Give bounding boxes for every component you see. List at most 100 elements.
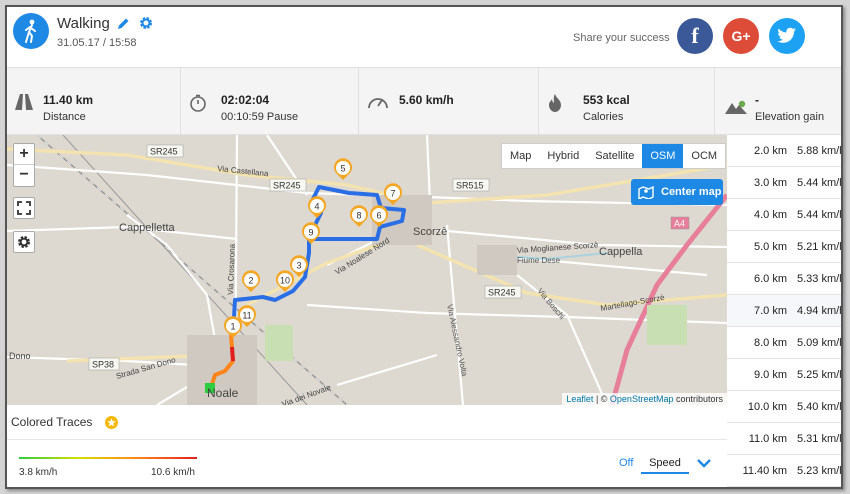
split-distance: 10.0 km — [747, 401, 787, 413]
place-label: Dono — [9, 351, 31, 361]
route-marker[interactable]: 8 — [350, 205, 369, 227]
stat-value: 02:02:04 — [221, 93, 270, 107]
route-marker[interactable]: 9 — [302, 222, 320, 244]
split-row: 11.40 km 5.23 km/h — [727, 455, 843, 487]
svg-text:SR245: SR245 — [273, 181, 301, 191]
activity-title: Walking — [57, 15, 110, 32]
stat-value: - — [755, 93, 759, 107]
colored-traces-panel: Colored Traces 3.8 km/h 10.6 km/h Off Sp… — [7, 405, 727, 487]
place-label: Via Crosarona — [226, 243, 237, 295]
facebook-share-button[interactable]: f — [677, 18, 713, 54]
twitter-bird-icon — [777, 27, 796, 43]
stat-value: 553 kcal — [583, 93, 630, 107]
split-speed: 5.09 km/h — [797, 337, 843, 349]
route-marker[interactable]: 6 — [370, 205, 389, 227]
traces-off-toggle[interactable]: Off — [619, 457, 634, 469]
split-distance: 11.0 km — [748, 433, 787, 445]
split-speed: 5.31 km/h — [797, 433, 843, 445]
speed-gradient-bar — [19, 457, 197, 459]
svg-text:1: 1 — [230, 322, 235, 332]
split-distance: 6.0 km — [753, 273, 787, 285]
split-speed: 5.33 km/h — [797, 273, 843, 285]
osm-link[interactable]: OpenStreetMap — [609, 394, 674, 404]
speedometer-icon — [368, 98, 388, 109]
trace-metric-select[interactable]: Speed — [641, 454, 689, 474]
route-marker[interactable]: 5 — [334, 158, 353, 180]
split-speed: 5.21 km/h — [797, 241, 843, 253]
split-distance: 4.0 km — [753, 209, 787, 221]
place-label: Via dei Novale — [281, 383, 333, 405]
road-labels: SR245 SR245 SR515 SR245 SP38 A4 — [88, 144, 690, 371]
route-markers: 1 2 3 4 5 6 7 8 9 10 11 — [224, 158, 402, 338]
svg-text:A4: A4 — [674, 219, 685, 229]
mountain-icon — [725, 100, 747, 114]
park-area — [265, 325, 293, 361]
route-marker[interactable]: 1 — [224, 316, 243, 338]
svg-text:7: 7 — [390, 189, 395, 199]
split-distance: 2.0 km — [753, 145, 787, 157]
activity-header: Walking 31.05.17 / 15:58 Share your succ… — [7, 7, 841, 67]
stat-speed: 5.60 km/h — [359, 68, 539, 134]
map-pin-icon — [638, 185, 654, 199]
stat-distance: 11.40 km Distance — [7, 68, 181, 134]
route-marker[interactable]: 3 — [290, 255, 308, 277]
place-label: Noale — [207, 386, 239, 400]
fullscreen-button[interactable] — [13, 197, 35, 219]
flame-icon — [549, 94, 561, 112]
leaflet-link[interactable]: Leaflet — [566, 394, 594, 404]
attribution-separator: | © — [593, 394, 610, 404]
km-splits-table: 2.0 km 5.88 km/h 3.0 km 5.44 km/h 4.0 km 5.44… — [727, 135, 843, 487]
map-type-osm[interactable]: OSM — [642, 144, 684, 168]
svg-text:SP38: SP38 — [92, 360, 114, 370]
split-row: 7.0 km 4.94 km/h — [727, 295, 841, 327]
svg-text:9: 9 — [308, 228, 313, 238]
split-distance: 7.0 km — [753, 305, 787, 317]
zoom-out-button[interactable]: − — [19, 166, 29, 183]
divider — [7, 439, 727, 440]
svg-text:8: 8 — [356, 211, 361, 221]
svg-text:3: 3 — [296, 261, 301, 271]
park-area — [647, 305, 687, 345]
star-icon — [105, 416, 118, 429]
map-settings-button[interactable] — [13, 231, 35, 253]
chevron-down-icon[interactable] — [697, 459, 711, 468]
stat-duration: 02:02:04 00:10:59 Pause — [181, 68, 359, 134]
gradient-max-label: 10.6 km/h — [151, 467, 195, 478]
map-canvas: SR245 SR245 SR515 SR245 SP38 A4 Cappelletta Sc… — [7, 135, 727, 405]
gear-icon[interactable] — [139, 16, 153, 30]
stat-label: Distance — [43, 111, 86, 123]
map-type-hybrid[interactable]: Hybrid — [547, 150, 580, 162]
google-plus-share-button[interactable]: G+ — [723, 18, 759, 54]
map-type-map[interactable]: Map — [510, 150, 532, 162]
split-speed: 5.23 km/h — [797, 465, 843, 477]
split-distance: 11.40 km — [742, 465, 787, 477]
twitter-share-button[interactable] — [769, 18, 805, 54]
route-marker[interactable]: 7 — [384, 183, 402, 205]
place-label: Fiume Dese — [517, 256, 561, 265]
svg-text:11: 11 — [242, 311, 251, 321]
place-label: Via Castellana — [217, 164, 270, 178]
map-type-satellite[interactable]: Satellite — [595, 150, 635, 162]
svg-text:5: 5 — [340, 164, 345, 174]
stat-label: 00:10:59 Pause — [221, 111, 299, 123]
zoom-in-button[interactable]: + — [14, 144, 34, 165]
split-row: 5.0 km 5.21 km/h — [727, 231, 843, 263]
pencil-icon[interactable] — [117, 17, 130, 30]
split-speed: 5.44 km/h — [797, 177, 843, 189]
stat-label: Elevation gain — [755, 111, 825, 123]
route-marker[interactable]: 10 — [276, 270, 294, 292]
split-row: 11.0 km 5.31 km/h — [727, 423, 843, 455]
route-marker[interactable]: 4 — [308, 196, 326, 218]
place-label: Scorzè — [413, 226, 447, 238]
route-marker[interactable]: 11 — [238, 305, 256, 327]
route-map[interactable]: SR245 SR245 SR515 SR245 SP38 A4 Cappelletta Sc… — [7, 135, 727, 405]
svg-text:SR245: SR245 — [150, 147, 178, 157]
split-row: 10.0 km 5.40 km/h — [727, 391, 841, 423]
attribution-suffix: contributors — [673, 394, 723, 404]
center-map-button[interactable]: Center map — [631, 179, 723, 205]
stat-label: Calories — [583, 111, 624, 123]
road-label: SR245 — [484, 285, 522, 299]
route-marker[interactable]: 2 — [242, 270, 260, 292]
map-type-ocm[interactable]: OCM — [691, 150, 718, 162]
route-track-peak — [230, 346, 235, 362]
